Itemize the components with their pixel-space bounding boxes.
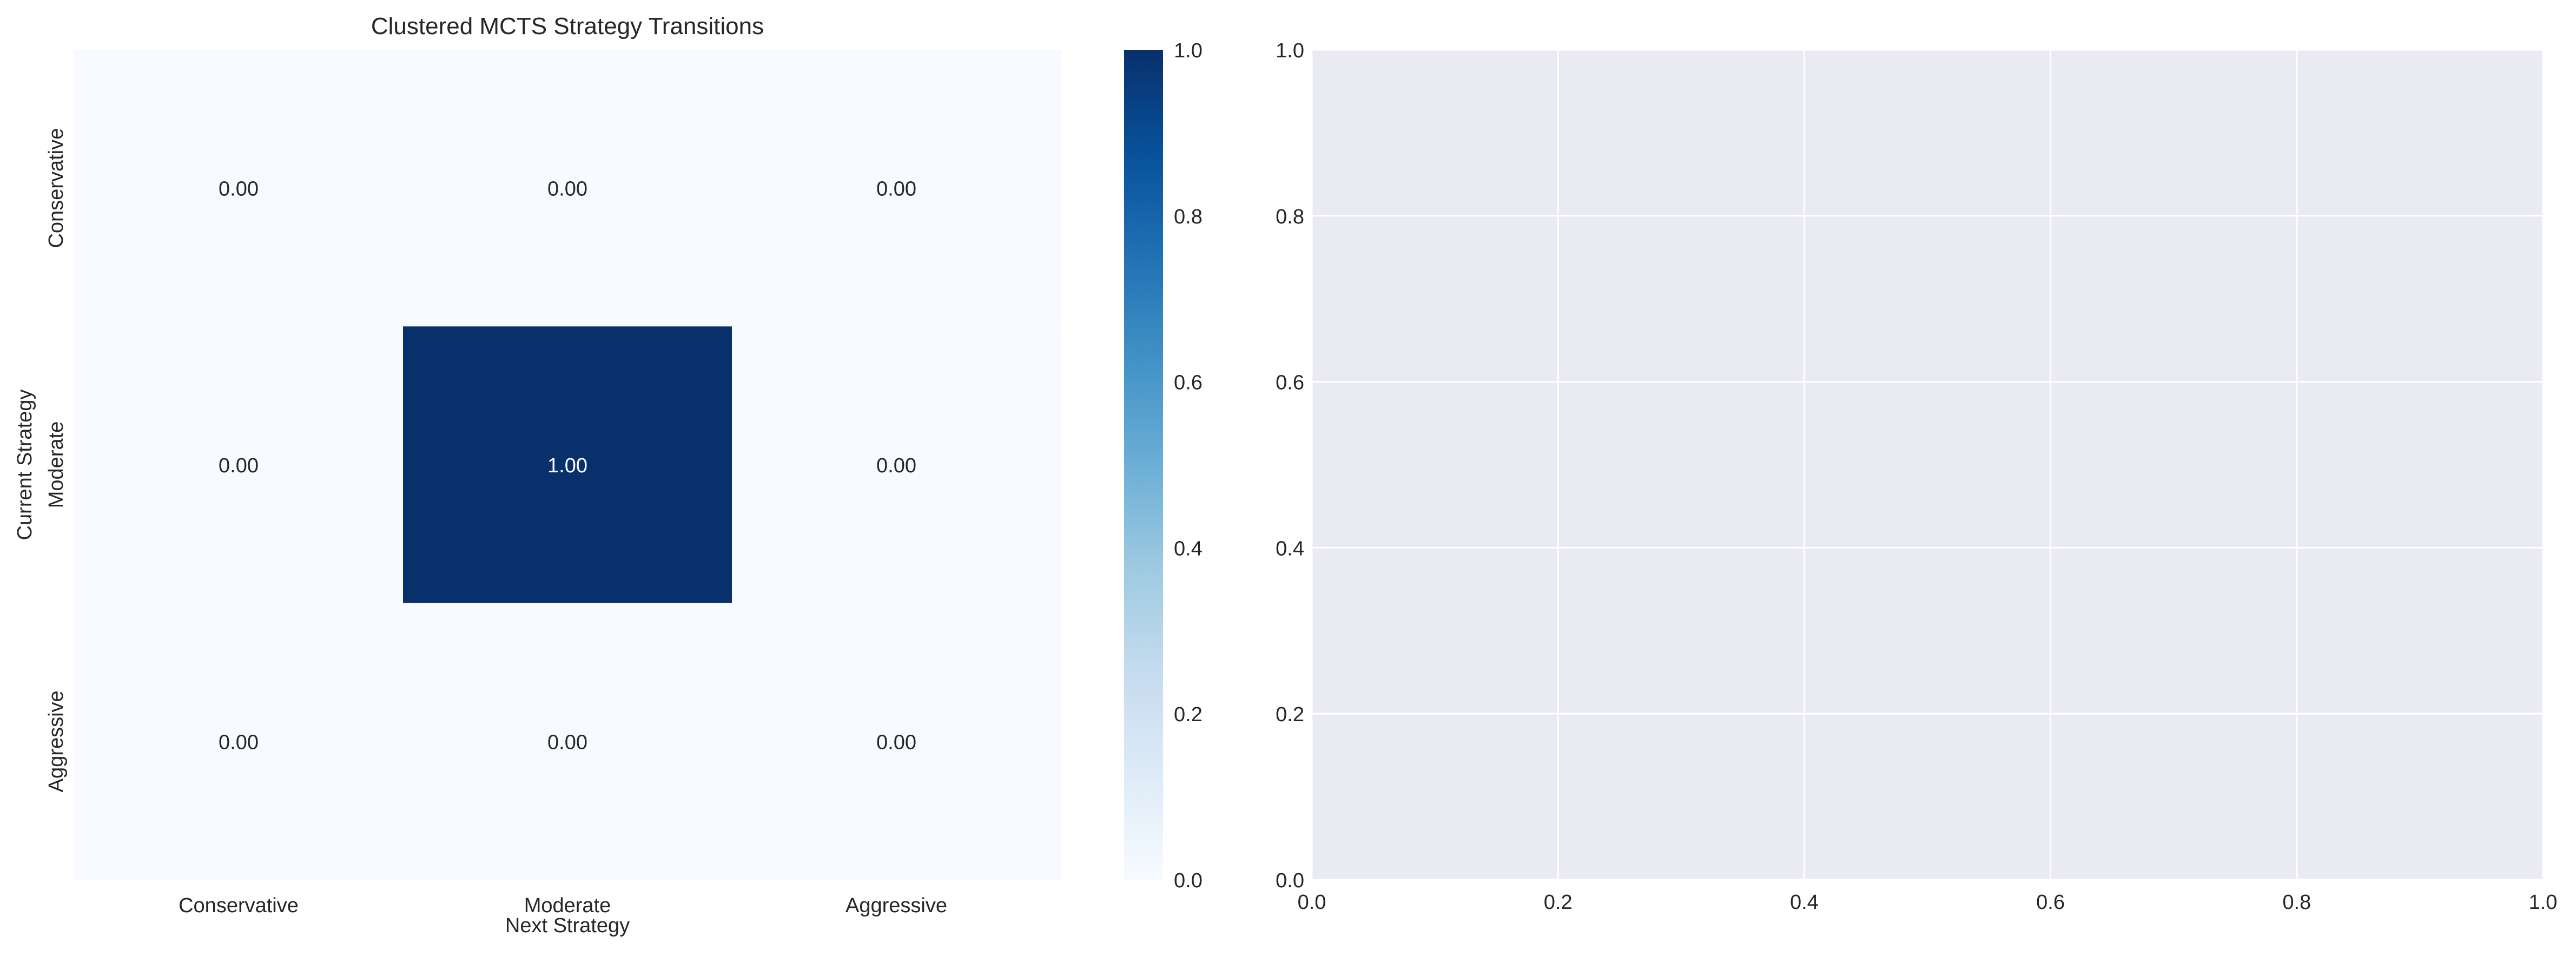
heatmap-cell-label: 0.00	[547, 178, 587, 201]
heatmap-cell	[74, 603, 403, 880]
x-tick-label: 1.0	[2529, 891, 2558, 914]
x-tick-label: 0.8	[2282, 891, 2311, 914]
heatmap-cell-label: 0.00	[219, 454, 259, 477]
heatmap-cell-label: 0.00	[876, 454, 916, 477]
colorbar-tick-label: 0.2	[1174, 703, 1203, 726]
heatmap-cell-label: 0.00	[547, 731, 587, 754]
heatmap-cell-label: 0.00	[219, 178, 259, 201]
x-tick-label: 0.0	[1298, 891, 1326, 914]
heatmap-y-axis-label: Current Strategy	[14, 390, 36, 540]
heatmap-cell	[74, 50, 403, 327]
heatmap-cell	[732, 603, 1061, 880]
colorbar-tick-label: 0.0	[1174, 869, 1203, 892]
heatmap-cell-label: 0.00	[219, 731, 259, 754]
heatmap-cell	[403, 50, 732, 327]
heatmap-cells: 0.00 0.00 0.00 0.00 1.00 0.00 0.00 0.00 0.00	[74, 50, 1061, 880]
heatmap-y-tick-label: Conservative	[45, 128, 68, 248]
x-tick-label: 0.4	[1790, 891, 1819, 914]
colorbar-tick-label: 0.4	[1174, 537, 1203, 560]
heatmap-x-tick-label: Moderate	[524, 894, 611, 917]
empty-axes-y-tick-labels: 0.0 0.2 0.4 0.6 0.8 1.0	[1276, 39, 1304, 892]
empty-axes-x-tick-labels: 0.0 0.2 0.4 0.6 0.8 1.0	[1298, 891, 2558, 914]
heatmap-cell-label: 0.00	[876, 178, 916, 201]
empty-axes-grid	[1311, 49, 2544, 881]
colorbar-tick-label: 1.0	[1174, 39, 1203, 62]
heatmap-x-tick-labels: Conservative Moderate Aggressive	[179, 894, 947, 917]
empty-axes-panel: 0.0 0.2 0.4 0.6 0.8 1.0 0.0 0.2 0.4 0.6 0.8 1.0	[1276, 39, 2557, 914]
heatmap-y-tick-label: Moderate	[45, 421, 68, 509]
colorbar-tick-label: 0.6	[1174, 372, 1203, 394]
heatmap-x-tick-label: Conservative	[179, 894, 299, 917]
heatmap-y-tick-labels: Conservative Moderate Aggressive	[45, 128, 68, 793]
heatmap-y-tick-label: Aggressive	[45, 690, 68, 792]
heatmap-x-tick-label: Aggressive	[846, 894, 947, 917]
x-tick-label: 0.6	[2036, 891, 2065, 914]
y-tick-label: 0.6	[1276, 372, 1304, 394]
colorbar: 0.0 0.2 0.4 0.6 0.8 1.0	[1124, 39, 1203, 892]
x-tick-label: 0.2	[1544, 891, 1573, 914]
y-tick-label: 0.4	[1276, 537, 1304, 560]
heatmap-title: Clustered MCTS Strategy Transitions	[371, 13, 764, 39]
heatmap-cell	[732, 326, 1061, 603]
heatmap-cell	[74, 326, 403, 603]
y-tick-label: 1.0	[1276, 39, 1304, 62]
y-tick-label: 0.2	[1276, 703, 1304, 726]
heatmap-cell-label: 1.00	[547, 454, 587, 477]
heatmap-panel: Clustered MCTS Strategy Transitions 0.00…	[14, 13, 1061, 937]
heatmap-cell	[732, 50, 1061, 327]
heatmap-cell-label: 0.00	[876, 731, 916, 754]
heatmap-cell	[403, 326, 732, 603]
heatmap-cell	[403, 603, 732, 880]
colorbar-ticks: 0.0 0.2 0.4 0.6 0.8 1.0	[1174, 39, 1203, 892]
heatmap-x-axis-label: Next Strategy	[505, 914, 630, 937]
y-tick-label: 0.8	[1276, 206, 1304, 228]
empty-axes-background	[1312, 50, 2543, 880]
colorbar-tick-label: 0.8	[1174, 206, 1203, 228]
colorbar-gradient	[1124, 50, 1163, 880]
y-tick-label: 0.0	[1276, 869, 1304, 892]
